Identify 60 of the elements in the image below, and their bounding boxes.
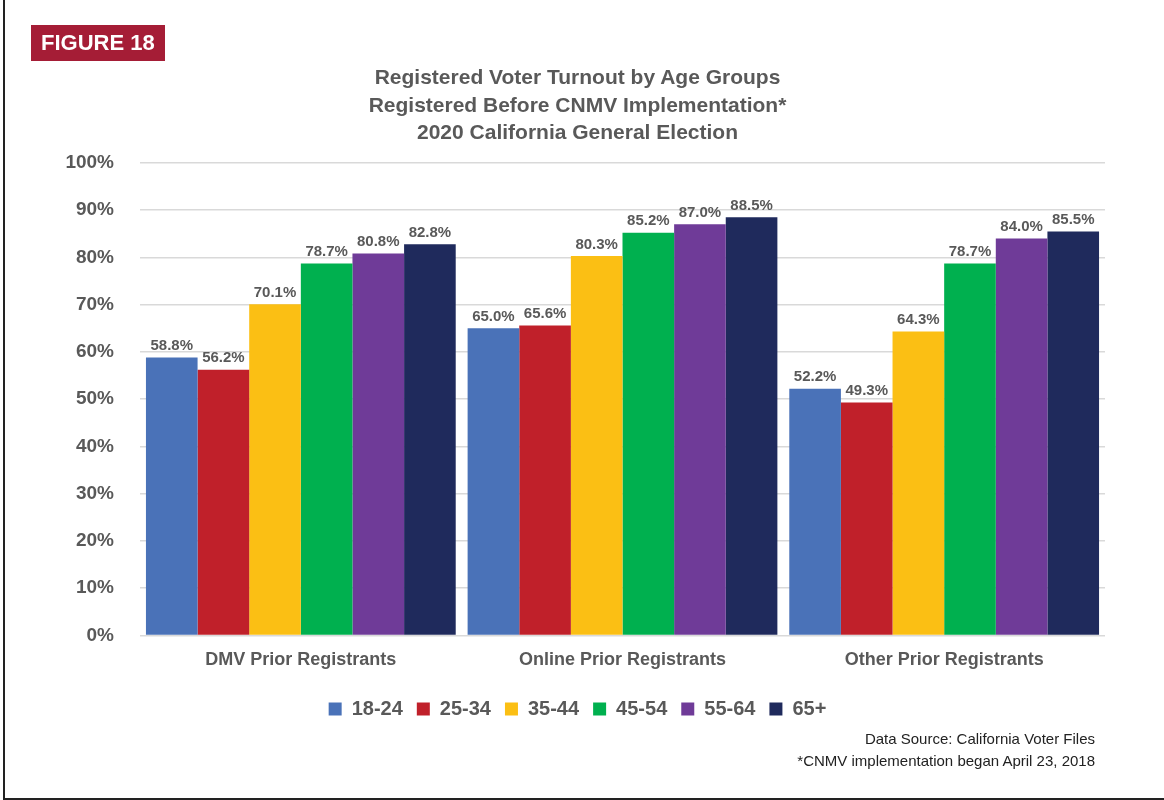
data-label: 78.7% <box>305 242 348 260</box>
data-label: 64.3% <box>897 310 940 328</box>
data-label: 52.2% <box>793 367 837 385</box>
x-tick-label: Online Prior Registrants <box>518 649 727 670</box>
y-tick-label: 30% <box>75 481 115 503</box>
y-tick-label: 90% <box>75 198 115 220</box>
bar <box>840 402 893 635</box>
bar <box>404 244 456 635</box>
bar <box>944 263 996 635</box>
y-tick-label: 20% <box>75 529 115 551</box>
bar <box>249 304 301 635</box>
y-tick-label: 0% <box>86 623 115 645</box>
bar <box>892 331 945 635</box>
data-label: 58.8% <box>150 336 194 354</box>
data-label: 82.8% <box>408 222 452 240</box>
y-tick-label: 50% <box>75 387 115 409</box>
data-label: 70.1% <box>253 282 297 300</box>
bar <box>519 325 571 635</box>
bar <box>197 369 250 635</box>
data-label: 87.0% <box>678 202 722 220</box>
bar <box>145 357 198 635</box>
chart-title: Registered Voter Turnout by Age Groups Registered Before CNMV Implementation* 2020 California General Election <box>368 65 788 144</box>
bar <box>570 255 623 635</box>
bar <box>300 263 353 635</box>
y-tick-label: 60% <box>75 340 115 362</box>
legend-label: 35-44 <box>527 696 580 719</box>
data-label: 49.3% <box>845 381 888 399</box>
caption: FIGURE 18 <box>31 25 165 61</box>
legend-label: 55-64 <box>704 696 757 719</box>
bar <box>725 217 778 635</box>
bar <box>674 224 726 635</box>
y-tick-label: 70% <box>75 292 115 314</box>
data-label: 84.0% <box>1000 217 1043 235</box>
bar <box>1047 231 1100 635</box>
bar <box>352 253 405 635</box>
bar <box>622 232 675 635</box>
bar <box>467 328 520 635</box>
data-label: 65.6% <box>523 304 567 322</box>
data-label: 88.5% <box>730 195 773 213</box>
y-tick-label: 100% <box>65 151 115 173</box>
text: *CNMV implementation began April 23, 2018 <box>797 751 1095 771</box>
y-tick-label: 80% <box>75 245 115 267</box>
bar <box>789 388 841 635</box>
y-tick-label: 10% <box>75 576 115 598</box>
bar <box>995 238 1048 635</box>
data-label: 65.0% <box>472 306 515 324</box>
legend-label: 25-34 <box>439 696 492 719</box>
legend-label: 45-54 <box>616 696 669 719</box>
legend-label: 65+ <box>792 696 827 719</box>
data-label: 80.8% <box>357 232 400 250</box>
x-tick-label: Other Prior Registrants <box>844 649 1044 670</box>
data-label: 56.2% <box>202 348 245 366</box>
data-label: 85.2% <box>627 211 670 229</box>
data-label: 80.3% <box>575 234 618 252</box>
y-tick-label: 40% <box>75 434 115 456</box>
x-tick-label: DMV Prior Registrants <box>205 649 397 670</box>
legend-label: 18-24 <box>351 696 404 719</box>
data-label: 85.5% <box>1051 210 1095 228</box>
source-note: Data Source: California Voter Files <box>863 729 1095 749</box>
data-label: 78.7% <box>948 242 992 260</box>
